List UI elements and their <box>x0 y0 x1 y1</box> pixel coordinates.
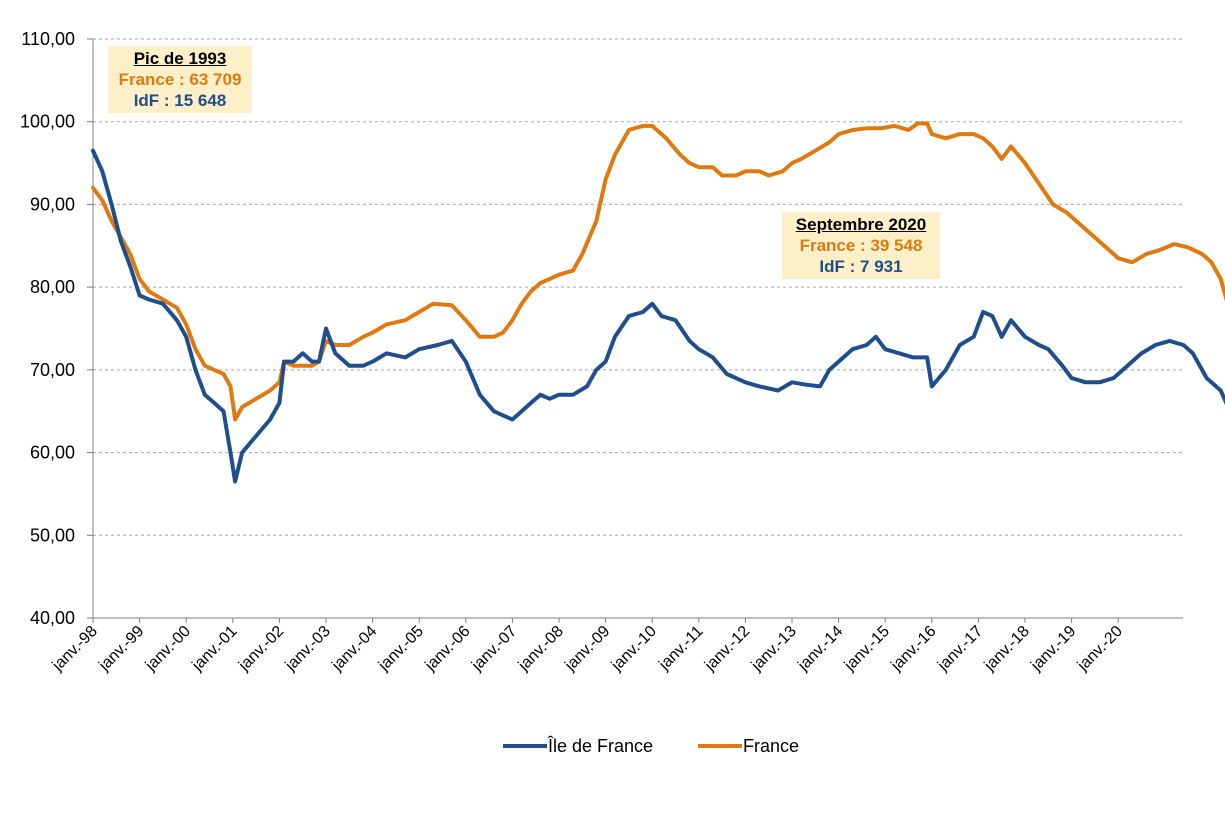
x-tick-label: janv.-19 <box>1027 623 1079 675</box>
x-tick-label: janv.-99 <box>95 623 147 675</box>
x-tick-label: janv.-12 <box>701 623 753 675</box>
x-tick-label: janv.-02 <box>235 623 287 675</box>
y-axis-ticks: 40,00 50,00 60,00 70,00 80,00 90,00 100,00 110,… <box>20 29 75 628</box>
x-tick-label: janv.-14 <box>794 623 846 675</box>
x-tick-label: janv.-18 <box>981 623 1033 675</box>
y-tick-label: 90,00 <box>30 194 75 214</box>
legend-label-idf: Île de France <box>547 736 653 756</box>
x-tick-label: janv.-98 <box>49 623 101 675</box>
x-tick-label: janv.-05 <box>375 623 427 675</box>
annotation-peak-france: France : 63 709 <box>118 70 242 89</box>
y-tick-label: 80,00 <box>30 277 75 297</box>
annotation-peak-idf: IdF : 15 648 <box>133 91 227 110</box>
y-tick-label: 50,00 <box>30 525 75 545</box>
y-tick-label: 70,00 <box>30 360 75 380</box>
annotation-sept-title: Septembre 2020 <box>795 215 927 234</box>
x-tick-label: janv.-01 <box>188 623 240 675</box>
x-tick-label: janv.-08 <box>515 623 567 675</box>
x-tick-label: janv.-15 <box>841 623 893 675</box>
annotation-sept-france: France : 39 548 <box>799 236 923 255</box>
series-layer <box>91 121 1225 484</box>
annotation-peak-1993: Pic de 1993 France : 63 709 IdF : 15 648 <box>108 46 252 113</box>
annotation-sept-idf: IdF : 7 931 <box>819 257 903 276</box>
series-line-france <box>91 121 1225 422</box>
y-tick-label: 60,00 <box>30 443 75 463</box>
grid-layer <box>87 38 1183 623</box>
y-tick-label: 110,00 <box>21 29 75 49</box>
x-tick-label: janv.-13 <box>748 623 800 675</box>
annotation-peak-title: Pic de 1993 <box>133 49 227 68</box>
annotation-sept-2020: Septembre 2020 France : 39 548 IdF : 7 9… <box>782 212 940 279</box>
x-axis-ticks: janv.-98janv.-99janv.-00janv.-01janv.-02… <box>49 623 1126 675</box>
series-line-idf <box>91 148 1225 484</box>
legend: Île de France France <box>503 736 799 756</box>
x-tick-label: janv.-06 <box>421 623 473 675</box>
x-tick-label: janv.-11 <box>655 623 706 674</box>
x-tick-label: janv.-04 <box>328 623 380 675</box>
x-tick-label: janv.-10 <box>608 623 660 675</box>
x-tick-label: janv.-00 <box>142 623 194 675</box>
y-tick-label: 40,00 <box>30 608 75 628</box>
x-tick-label: janv.-16 <box>887 623 939 675</box>
y-tick-label: 100,00 <box>20 112 75 132</box>
x-tick-label: janv.-17 <box>934 623 986 675</box>
x-tick-label: janv.-20 <box>1074 623 1126 675</box>
x-tick-label: janv.-07 <box>468 623 520 675</box>
legend-label-france: France <box>743 736 799 756</box>
x-tick-label: janv.-03 <box>282 623 334 675</box>
x-tick-label: janv.-09 <box>561 623 613 675</box>
